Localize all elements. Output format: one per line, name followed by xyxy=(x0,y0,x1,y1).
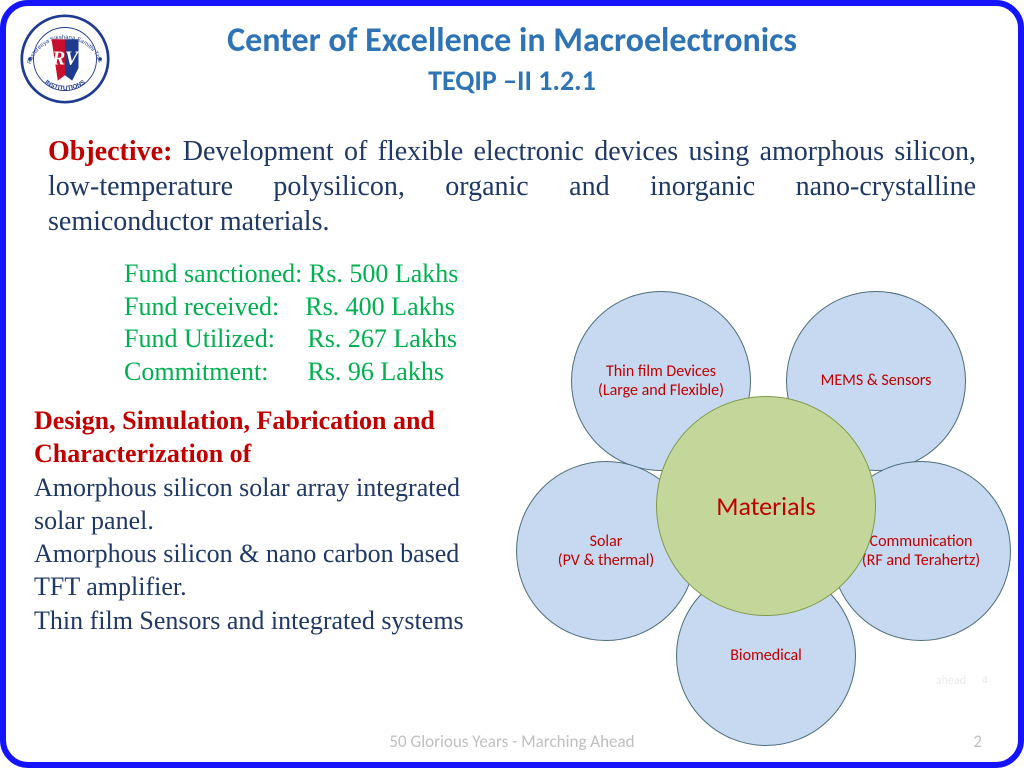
faded-footer-text: ahead xyxy=(936,674,966,688)
center-materials: Materials xyxy=(656,396,876,616)
fund-block: Fund sanctioned: Rs. 500 Lakhs Fund rece… xyxy=(124,258,458,388)
fund-line: Fund Utilized: Rs. 267 Lakhs xyxy=(124,323,458,356)
slide-subtitle: TEQIP –II 1.2.1 xyxy=(6,63,1018,98)
title-block: Center of Excellence in Macroelectronics… xyxy=(6,6,1018,98)
slide-title: Center of Excellence in Macroelectronics xyxy=(6,20,1018,61)
objective-block: Objective: Development of flexible elect… xyxy=(48,134,976,239)
svg-text:RV: RV xyxy=(51,47,80,69)
slide-frame: Rashtreeya Sikshana Samithi Trust INSTIT… xyxy=(0,0,1024,768)
slide-number: 2 xyxy=(973,731,982,752)
faded-slide-number: 4 xyxy=(982,674,988,688)
detail-heading: Design, Simulation, Fabrication and Char… xyxy=(34,404,494,471)
institution-logo: Rashtreeya Sikshana Samithi Trust INSTIT… xyxy=(20,14,110,104)
footer-text: 50 Glorious Years - Marching Ahead xyxy=(6,731,1018,752)
fund-line: Fund received: Rs. 400 Lakhs xyxy=(124,291,458,324)
fund-line: Commitment: Rs. 96 Lakhs xyxy=(124,356,458,389)
detail-block: Design, Simulation, Fabrication and Char… xyxy=(34,404,494,637)
detail-body: Amorphous silicon solar array integrated… xyxy=(34,471,494,637)
flower-diagram: Thin film Devices (Large and Flexible) M… xyxy=(486,286,1024,726)
objective-label: Objective: xyxy=(48,136,172,167)
fund-line: Fund sanctioned: Rs. 500 Lakhs xyxy=(124,258,458,291)
